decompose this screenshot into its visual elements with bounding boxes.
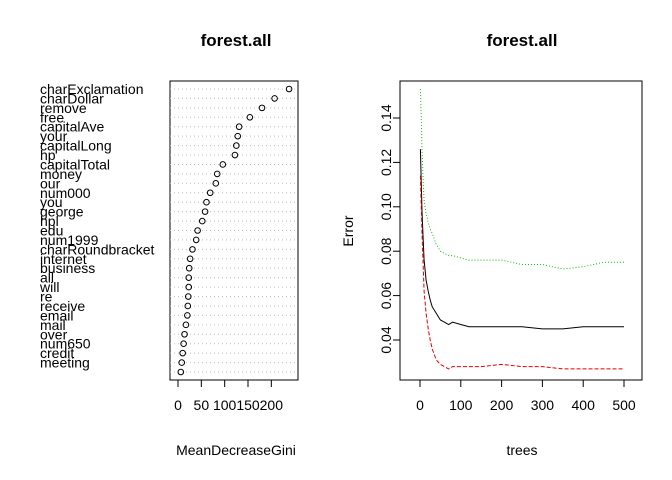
error-y-tick-label: 0.04	[378, 326, 394, 353]
importance-variable-label: free	[40, 109, 64, 125]
importance-point	[271, 95, 278, 102]
importance-variable-label: num650	[40, 336, 91, 352]
importance-points	[177, 85, 293, 376]
importance-point	[177, 368, 185, 376]
error-x-tick-label: 300	[531, 397, 555, 413]
error-y-tick-label: 0.12	[378, 149, 394, 176]
importance-variable-label: our	[40, 175, 61, 191]
importance-point	[235, 123, 243, 131]
importance-variable-label: receive	[40, 298, 85, 314]
importance-point	[185, 283, 193, 291]
importance-point	[181, 330, 188, 338]
error-x-tick-label: 200	[490, 397, 514, 413]
importance-variable-label: charExclamation	[40, 81, 144, 97]
importance-point	[285, 85, 293, 93]
error-series-line	[419, 89, 624, 270]
error-series-line	[419, 175, 624, 370]
importance-x-tick-label: 0	[174, 397, 182, 413]
importance-point	[201, 208, 209, 215]
importance-point	[246, 114, 254, 121]
error-plot-frame	[399, 80, 643, 381]
error-x-tick-label: 0	[416, 397, 424, 413]
error-y-tick-label: 0.10	[378, 193, 394, 220]
importance-x-axis: 0 50 100 150 200	[174, 379, 284, 413]
importance-variable-label: you	[40, 194, 63, 210]
importance-panel: forest.all charExclamationcharDollarremo…	[39, 31, 299, 458]
importance-point	[185, 274, 193, 281]
importance-point	[258, 104, 266, 112]
importance-title: forest.all	[201, 31, 272, 50]
importance-variable-label: hp	[40, 147, 56, 163]
importance-point	[180, 340, 187, 348]
importance-x-tick-label: 100	[213, 397, 237, 413]
importance-variable-label: mail	[40, 317, 66, 333]
error-y-tick-label: 0.08	[378, 237, 394, 264]
importance-point	[233, 142, 240, 149]
importance-point	[231, 151, 239, 159]
importance-variable-label: capitalAve	[40, 119, 105, 135]
importance-variable-label: your	[40, 128, 68, 144]
importance-x-tick-label: 150	[236, 397, 260, 413]
error-x-tick-label: 400	[572, 397, 596, 413]
importance-point	[219, 161, 227, 168]
error-x-axis: 0 100 200 300 400 500	[416, 379, 636, 413]
error-y-label: Error	[340, 215, 356, 246]
importance-point	[186, 255, 194, 263]
importance-variable-labels: charExclamationcharDollarremovefreecapit…	[39, 81, 155, 371]
importance-variable-label: charDollar	[40, 90, 104, 106]
importance-variable-label: internet	[40, 251, 87, 267]
importance-point	[182, 321, 190, 329]
importance-variable-label: will	[39, 279, 59, 295]
importance-variable-label: george	[40, 204, 84, 220]
importance-variable-label: edu	[40, 223, 63, 239]
importance-variable-label: email	[40, 307, 73, 323]
error-lines	[419, 89, 624, 370]
importance-variable-label: remove	[40, 100, 87, 116]
importance-point	[203, 198, 210, 206]
error-x-tick-label: 500	[612, 397, 636, 413]
error-x-tick-label: 100	[449, 397, 473, 413]
error-y-tick-label: 0.06	[378, 282, 394, 309]
importance-variable-label: re	[40, 289, 53, 305]
importance-grid	[170, 88, 298, 373]
importance-x-tick-label: 50	[194, 397, 210, 413]
error-title: forest.all	[487, 31, 558, 50]
importance-x-label: MeanDecreaseGini	[176, 442, 296, 458]
importance-point	[184, 312, 191, 319]
importance-point	[189, 246, 196, 253]
importance-variable-label: credit	[40, 345, 74, 361]
importance-point	[213, 170, 221, 178]
importance-point	[179, 349, 186, 357]
error-x-label: trees	[506, 442, 537, 458]
importance-point	[198, 217, 206, 225]
error-series-line	[419, 149, 624, 330]
error-y-axis: 0.04 0.06 0.08 0.10 0.12 0.14	[378, 104, 401, 354]
importance-variable-label: all	[40, 270, 54, 286]
importance-variable-label: capitalLong	[40, 138, 112, 154]
importance-variable-label: num1999	[40, 232, 99, 248]
importance-variable-label: over	[40, 326, 68, 342]
error-panel: forest.all 0 100 200 300 400 500 0.04 0.06 0.08…	[340, 31, 643, 458]
importance-variable-label: meeting	[40, 355, 90, 371]
importance-variable-label: hpl	[40, 213, 59, 229]
importance-point	[178, 359, 186, 366]
importance-point	[184, 302, 192, 310]
importance-point	[206, 189, 214, 197]
importance-x-tick-label: 200	[260, 397, 284, 413]
importance-variable-label: capitalTotal	[40, 156, 110, 172]
importance-point	[192, 236, 200, 244]
importance-point	[185, 264, 193, 272]
error-y-tick-label: 0.14	[378, 104, 394, 131]
importance-point	[212, 180, 220, 187]
importance-variable-label: charRoundbracket	[40, 241, 155, 257]
importance-variable-label: num000	[40, 185, 91, 201]
importance-point	[184, 293, 192, 300]
importance-point	[194, 227, 201, 234]
importance-variable-label: money	[40, 166, 82, 182]
importance-point	[234, 132, 242, 140]
importance-variable-label: business	[40, 260, 95, 276]
